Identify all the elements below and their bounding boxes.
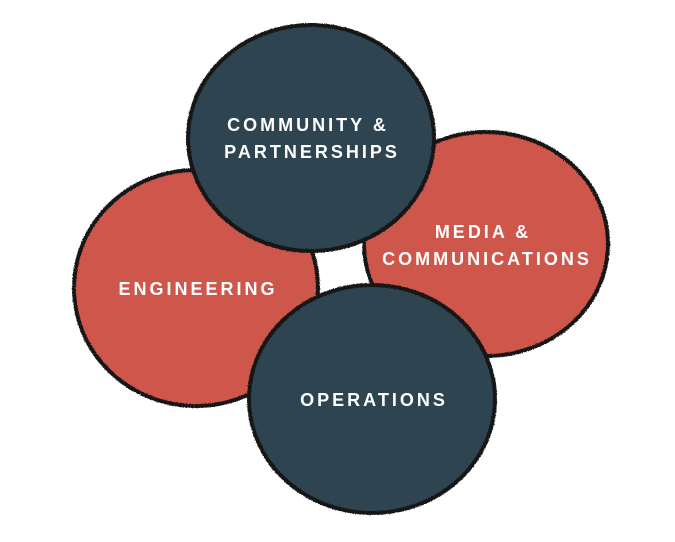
operations-circle: OPERATIONS <box>247 283 497 515</box>
community-partnerships-circle: COMMUNITY & PARTNERSHIPS <box>186 23 436 253</box>
community-partnerships-label: COMMUNITY & PARTNERSHIPS <box>224 115 400 162</box>
engineering-label: ENGINEERING <box>118 279 277 299</box>
operations-label: OPERATIONS <box>300 390 448 410</box>
media-communications-label: MEDIA & COMMUNICATIONS <box>382 222 592 269</box>
